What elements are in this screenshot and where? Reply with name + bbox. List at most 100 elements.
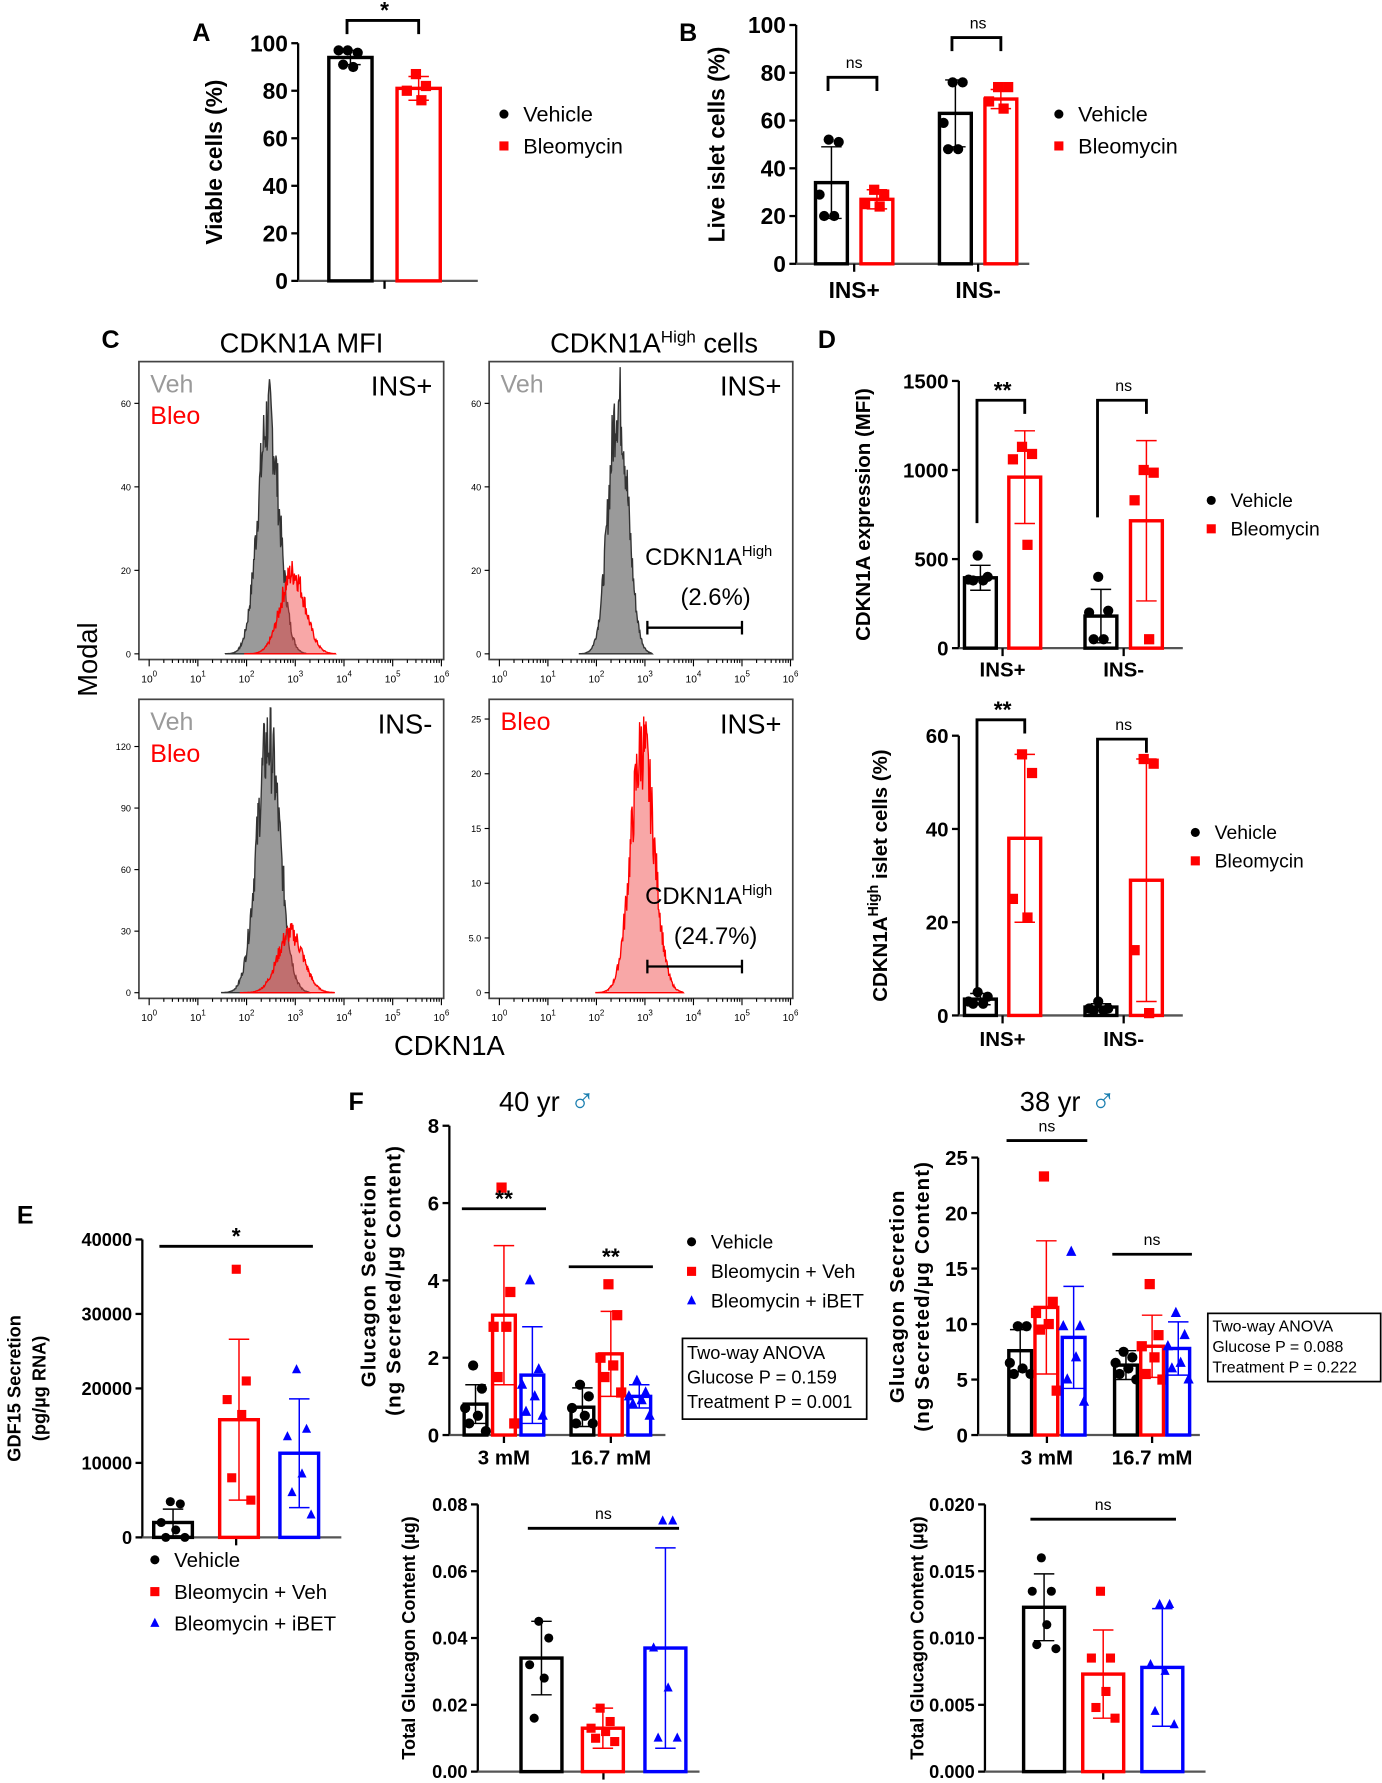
data-point-square [410, 68, 422, 80]
sample-label: Veh [501, 370, 544, 398]
data-point-circle [833, 136, 844, 148]
x-tick-label: 100 [141, 1008, 157, 1024]
y-tick-label: 20 [471, 566, 481, 576]
x-tick-label: 102 [239, 670, 255, 686]
data-point-circle [476, 1383, 488, 1394]
x-tick-label: 105 [385, 670, 401, 686]
x-tick-label: 106 [783, 1008, 799, 1024]
data-point-triangle [1150, 1705, 1160, 1715]
data-point-square [416, 95, 427, 106]
significance-label: ns [1115, 378, 1132, 395]
data-point-triangle [1066, 1245, 1077, 1256]
male-symbol-icon: ♂ [570, 1081, 596, 1119]
significance-bracket [826, 75, 879, 91]
data-point-circle [570, 1418, 582, 1429]
data-point-circle [472, 1410, 484, 1421]
histogram-frame [138, 698, 445, 1000]
chart-panel-F-40yr-secretion: 0 2 4 6 8 Glucagon Secretion (ng Secreted/µg C… [357, 1115, 868, 1470]
x-category-label: 16.7 mM [1112, 1447, 1193, 1470]
age-title: 40 yr [499, 1086, 560, 1117]
data-point-circle [342, 45, 353, 56]
data-point-circle [1027, 1586, 1037, 1596]
data-point-square [231, 1264, 241, 1274]
data-point-circle [1098, 1005, 1109, 1016]
y-tick-label: 30000 [82, 1304, 133, 1324]
x-tick-exp: 3 [299, 670, 304, 679]
sample-label: Bleo [150, 402, 200, 430]
sample-label: Bleo [150, 740, 200, 768]
data-point-square [993, 81, 1004, 93]
y-axis-label: Total Glucagon Content (µg) [908, 1516, 928, 1760]
data-point-circle [1036, 1553, 1046, 1563]
y-tick-label: 0 [956, 1424, 967, 1447]
y-tick-label: 10000 [82, 1453, 133, 1473]
data-point-triangle [297, 1468, 307, 1478]
x-tick-label: 101 [540, 1008, 556, 1024]
data-point-square [1091, 1702, 1101, 1713]
data-point-circle [968, 575, 979, 586]
x-tick-base: 10 [239, 674, 251, 685]
x-tick-label: 102 [589, 1008, 605, 1024]
data-point-square [492, 1371, 503, 1383]
y-tick-label: 0.06 [432, 1562, 467, 1582]
data-point-triangle [1170, 1306, 1181, 1317]
significance-label: ns [1039, 1118, 1056, 1135]
data-point-square [1190, 856, 1200, 866]
y-tick-label: 0 [937, 638, 948, 661]
data-point-square [591, 1733, 601, 1743]
histogram-veh [220, 707, 311, 994]
x-category-label: INS+ [980, 1028, 1026, 1051]
data-point-square [1129, 945, 1140, 956]
x-tick-label: 105 [734, 670, 750, 686]
data-point-triangle [301, 1423, 312, 1433]
x-tick-label: 100 [491, 670, 507, 686]
data-point-triangle [1155, 1598, 1165, 1609]
y-tick-label: 0 [126, 988, 131, 998]
x-tick-label: 104 [336, 1008, 352, 1024]
data-point-circle [947, 77, 958, 88]
y-tick-label: 30 [121, 927, 131, 937]
y-tick-label: 4 [428, 1270, 440, 1293]
x-tick-base: 10 [589, 674, 601, 685]
x-tick-exp: 3 [648, 1008, 653, 1017]
data-point-circle [1123, 1363, 1134, 1374]
y-axis-label: (pg/µg RNA) [30, 1336, 50, 1441]
y-tick-label: 0 [275, 268, 288, 294]
data-point-circle [348, 61, 359, 73]
data-point-square [241, 1376, 251, 1386]
gate-label: CDKN1AHigh [645, 883, 772, 910]
legend-label: Bleomycin + iBET [711, 1292, 864, 1313]
data-point-circle [1017, 1363, 1028, 1374]
data-point-circle [1083, 607, 1095, 618]
data-point-square [998, 103, 1009, 114]
y-axis-label-sup: High [866, 885, 882, 917]
x-tick-base: 10 [239, 1013, 251, 1024]
data-point-square [1030, 1307, 1042, 1319]
data-point-triangle [636, 1393, 647, 1405]
data-point-circle [464, 1418, 475, 1429]
panel-letter: F [348, 1088, 363, 1116]
data-point-triangle [658, 1515, 668, 1525]
y-axis-label-main: CDKN1A [869, 916, 892, 1001]
histogram-bleo [595, 716, 685, 994]
data-point-triangle [1183, 1373, 1194, 1384]
significance-label: ns [846, 55, 863, 72]
data-point-circle [156, 1517, 166, 1528]
x-tick-base: 10 [385, 674, 397, 685]
data-point-square [1026, 448, 1038, 460]
x-tick-base: 10 [686, 1013, 698, 1024]
population-label: INS- [378, 708, 433, 739]
data-point-circle [1021, 1321, 1032, 1332]
histogram-3: 0306090120100101102103104105106VehBleoIN… [116, 698, 450, 1024]
panel-letter: B [679, 19, 697, 47]
significance-label: ns [1115, 717, 1132, 734]
x-tick-base: 10 [434, 674, 446, 685]
y-tick-label: 0 [476, 649, 481, 659]
y-tick-label: 0.04 [432, 1629, 468, 1649]
data-point-circle [1093, 996, 1104, 1007]
data-point-circle [171, 1525, 181, 1535]
data-point-triangle [640, 1386, 651, 1397]
y-tick-label: 0.00 [432, 1762, 467, 1782]
data-point-circle [525, 1660, 535, 1670]
